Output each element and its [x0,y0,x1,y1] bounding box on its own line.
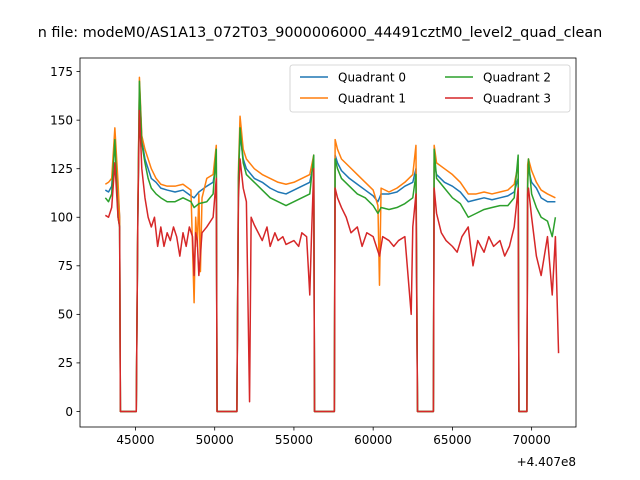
legend-label: Quadrant 3 [483,91,551,105]
y-tick-label: 175 [50,65,73,79]
plot-area [79,57,577,428]
y-tick-label: 0 [65,405,73,419]
y-tick-label: 150 [50,113,73,127]
legend-label: Quadrant 1 [338,91,406,105]
x-tick-label: 55000 [275,433,313,447]
x-tick-label: 50000 [196,433,234,447]
y-tick-label: 125 [50,162,73,176]
x-tick-label: 65000 [433,433,471,447]
series-line-quadrant-3 [104,109,560,413]
y-axis: 0 25 50 75 100 125 150 175 [50,65,80,419]
x-tick-label: 60000 [354,433,392,447]
legend-label: Quadrant 2 [483,70,551,84]
series-line-quadrant-1 [104,76,556,413]
x-axis: 45000 50000 55000 60000 65000 70000 [116,427,551,447]
y-tick-label: 50 [58,308,73,322]
y-tick-label: 25 [58,356,73,370]
x-tick-label: 70000 [513,433,551,447]
legend-box [289,64,571,113]
y-tick-label: 100 [50,211,73,225]
y-tick-label: 75 [58,259,73,273]
plot-frame [79,57,577,428]
plot-background [80,58,576,427]
chart-title: n file: modeM0/AS1A13_072T03_9000006000_… [38,25,603,41]
legend-label: Quadrant 0 [338,70,406,84]
legend: Quadrant 0 Quadrant 1 Quadrant 2 Quadrant 3 [289,64,571,113]
series-lines [104,76,560,413]
x-axis-offset-label: +4.407e8 [517,455,576,469]
x-tick-label: 45000 [116,433,154,447]
